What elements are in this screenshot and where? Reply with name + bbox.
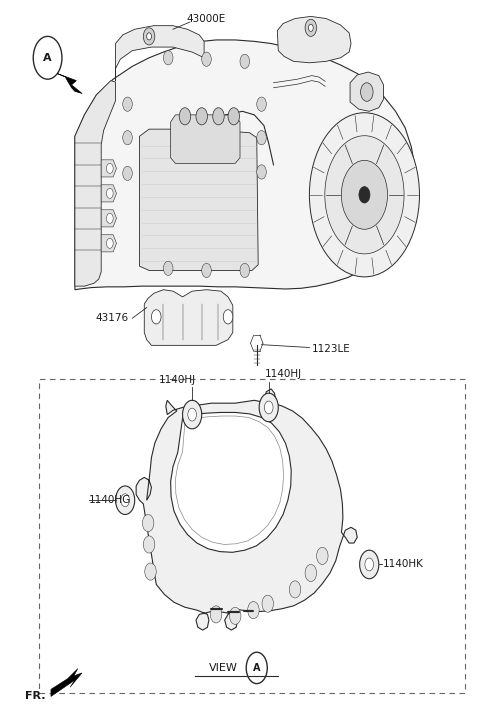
Circle shape bbox=[264, 401, 273, 414]
Circle shape bbox=[248, 601, 259, 618]
Circle shape bbox=[147, 33, 152, 40]
Text: 43176: 43176 bbox=[96, 313, 129, 323]
Circle shape bbox=[145, 563, 156, 580]
Polygon shape bbox=[277, 16, 351, 63]
Polygon shape bbox=[101, 160, 117, 177]
Circle shape bbox=[202, 52, 211, 66]
Text: 1140HJ: 1140HJ bbox=[159, 375, 196, 385]
Circle shape bbox=[229, 607, 241, 624]
Circle shape bbox=[196, 108, 207, 125]
Circle shape bbox=[360, 550, 379, 578]
Polygon shape bbox=[101, 184, 117, 202]
Circle shape bbox=[123, 97, 132, 112]
Circle shape bbox=[182, 400, 202, 429]
Circle shape bbox=[210, 606, 222, 623]
Circle shape bbox=[317, 547, 328, 564]
Polygon shape bbox=[350, 72, 384, 112]
Circle shape bbox=[240, 263, 250, 277]
Circle shape bbox=[121, 494, 130, 507]
Circle shape bbox=[163, 261, 173, 275]
Circle shape bbox=[305, 19, 317, 36]
Polygon shape bbox=[101, 209, 117, 227]
Text: 1140HK: 1140HK bbox=[383, 559, 423, 569]
Circle shape bbox=[223, 310, 233, 324]
Circle shape bbox=[123, 131, 132, 145]
Circle shape bbox=[179, 108, 191, 125]
Circle shape bbox=[228, 108, 240, 125]
Circle shape bbox=[143, 515, 154, 532]
Polygon shape bbox=[170, 413, 291, 552]
Text: A: A bbox=[253, 663, 261, 673]
Circle shape bbox=[107, 188, 113, 198]
Circle shape bbox=[152, 310, 161, 324]
Text: FR.: FR. bbox=[24, 691, 45, 701]
Text: 1140HJ: 1140HJ bbox=[264, 369, 301, 379]
Circle shape bbox=[289, 581, 301, 598]
Polygon shape bbox=[170, 115, 240, 164]
Circle shape bbox=[360, 83, 373, 102]
Circle shape bbox=[257, 131, 266, 145]
Circle shape bbox=[359, 187, 370, 203]
Text: VIEW: VIEW bbox=[209, 663, 238, 673]
Polygon shape bbox=[51, 669, 82, 696]
Circle shape bbox=[202, 263, 211, 277]
Circle shape bbox=[107, 164, 113, 174]
Circle shape bbox=[325, 136, 404, 254]
Text: A: A bbox=[43, 53, 52, 63]
Text: 1123LE: 1123LE bbox=[312, 344, 350, 354]
Polygon shape bbox=[75, 81, 116, 286]
Circle shape bbox=[257, 165, 266, 179]
Circle shape bbox=[123, 167, 132, 180]
Circle shape bbox=[144, 536, 155, 553]
Text: 1140HG: 1140HG bbox=[89, 495, 132, 506]
Circle shape bbox=[213, 108, 224, 125]
Polygon shape bbox=[75, 40, 415, 290]
Circle shape bbox=[107, 238, 113, 248]
Circle shape bbox=[341, 160, 387, 230]
Circle shape bbox=[107, 213, 113, 223]
Circle shape bbox=[310, 113, 420, 277]
Circle shape bbox=[365, 558, 373, 571]
Circle shape bbox=[309, 24, 313, 31]
Circle shape bbox=[259, 393, 278, 422]
Polygon shape bbox=[136, 389, 357, 630]
Polygon shape bbox=[144, 290, 233, 345]
Circle shape bbox=[163, 51, 173, 65]
Circle shape bbox=[116, 486, 135, 515]
Polygon shape bbox=[101, 235, 117, 252]
Polygon shape bbox=[116, 26, 204, 81]
Circle shape bbox=[240, 54, 250, 69]
Circle shape bbox=[305, 564, 317, 581]
Circle shape bbox=[188, 408, 196, 421]
Text: 43000E: 43000E bbox=[187, 14, 226, 24]
Circle shape bbox=[257, 97, 266, 112]
Circle shape bbox=[262, 595, 274, 612]
Polygon shape bbox=[57, 74, 82, 94]
Circle shape bbox=[144, 28, 155, 45]
Polygon shape bbox=[140, 129, 258, 270]
